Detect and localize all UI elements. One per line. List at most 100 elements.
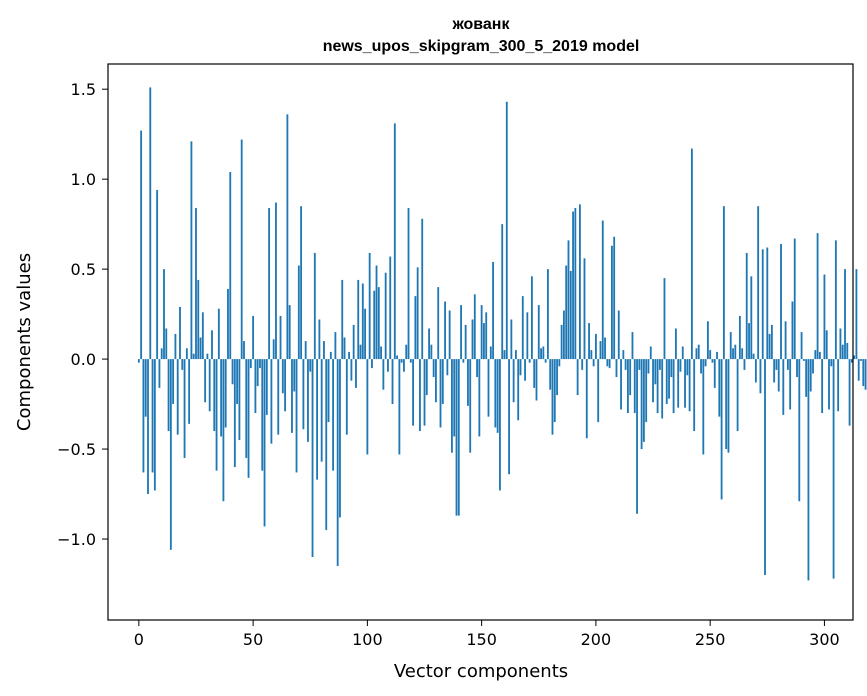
bar xyxy=(517,359,520,421)
bar xyxy=(355,359,357,388)
bar xyxy=(551,359,554,435)
x-tick-label: 250 xyxy=(695,630,726,649)
bar xyxy=(734,344,737,360)
bar xyxy=(268,207,271,360)
bar xyxy=(800,332,803,360)
bar xyxy=(375,265,378,360)
bar xyxy=(839,328,842,360)
bar xyxy=(601,220,604,360)
bar xyxy=(158,359,161,388)
bar xyxy=(423,359,426,426)
bar xyxy=(661,359,664,419)
bar xyxy=(229,171,232,360)
bar xyxy=(419,359,421,432)
bar xyxy=(172,359,175,405)
bar xyxy=(633,359,636,414)
bar xyxy=(137,359,140,363)
bar xyxy=(204,359,207,403)
bar xyxy=(716,351,718,360)
bar xyxy=(743,359,746,370)
bar xyxy=(515,350,517,360)
bar xyxy=(768,333,771,360)
x-axis-ticks: 0 50 100 150 200 250 300 xyxy=(134,620,840,649)
bar xyxy=(307,359,309,442)
bar xyxy=(750,276,753,360)
y-tick-label: −0.5 xyxy=(57,440,96,459)
y-axis-label: Components values xyxy=(14,253,35,431)
bar xyxy=(213,359,216,432)
bar xyxy=(686,359,689,376)
bar xyxy=(622,350,625,360)
bar xyxy=(467,359,469,406)
bar xyxy=(652,359,654,403)
bar xyxy=(432,359,435,378)
bar xyxy=(533,359,536,388)
bar xyxy=(594,333,597,360)
bar xyxy=(626,359,629,414)
bar xyxy=(245,359,248,459)
y-tick-label: 0.5 xyxy=(71,260,96,279)
bar xyxy=(805,359,808,397)
bar xyxy=(645,359,648,423)
bar xyxy=(855,269,858,360)
bar xyxy=(233,359,236,468)
bar xyxy=(227,288,229,360)
bar xyxy=(638,359,641,370)
bar xyxy=(288,305,291,360)
bar xyxy=(240,139,243,360)
bar xyxy=(190,141,193,360)
bar xyxy=(300,206,303,360)
bar xyxy=(617,310,620,360)
bar xyxy=(604,337,606,360)
bar xyxy=(832,359,835,579)
bar xyxy=(359,344,362,360)
bar xyxy=(624,359,627,370)
bar xyxy=(236,359,239,405)
bar xyxy=(821,359,824,414)
bar xyxy=(658,359,661,370)
bar xyxy=(142,359,145,473)
bar xyxy=(167,359,170,432)
bar xyxy=(713,359,716,388)
bar xyxy=(149,87,152,360)
bar xyxy=(549,359,552,390)
bar xyxy=(222,359,225,502)
bar xyxy=(318,319,321,360)
bar xyxy=(766,247,769,360)
bar xyxy=(224,359,227,428)
bar xyxy=(663,278,666,360)
bar xyxy=(153,359,156,491)
bar xyxy=(286,114,289,360)
bar xyxy=(277,359,280,435)
bar xyxy=(325,359,328,531)
bar xyxy=(444,301,446,360)
bar xyxy=(674,328,677,360)
bar xyxy=(677,359,680,408)
bar xyxy=(476,359,478,378)
bar xyxy=(366,359,369,455)
bar xyxy=(473,294,476,360)
bar xyxy=(588,323,590,360)
bar xyxy=(649,346,652,360)
bar xyxy=(782,359,785,415)
bar xyxy=(563,310,565,360)
bar xyxy=(636,359,638,514)
bar xyxy=(247,359,250,478)
bar xyxy=(400,359,403,363)
bar xyxy=(688,359,691,412)
bar xyxy=(754,359,757,383)
bar xyxy=(816,233,819,360)
bar xyxy=(590,350,593,360)
bar xyxy=(441,359,444,405)
bar xyxy=(398,359,401,455)
bar xyxy=(828,359,830,410)
bar xyxy=(764,359,766,576)
bar xyxy=(211,330,213,360)
bar xyxy=(480,305,483,360)
bar xyxy=(384,272,387,360)
bar xyxy=(814,350,817,360)
bar xyxy=(217,308,220,360)
bar xyxy=(165,328,168,360)
